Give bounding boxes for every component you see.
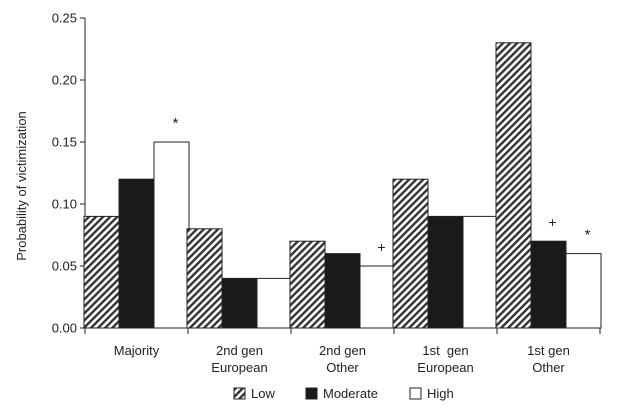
significance-marker: * [585, 227, 591, 244]
legend-item-moderate: Moderate [305, 386, 378, 401]
bar-high [462, 215, 499, 329]
y-tick-label: 0.20 [52, 73, 77, 88]
significance-marker: * [173, 115, 179, 132]
bar-low [186, 228, 223, 329]
legend-swatch [305, 387, 318, 400]
x-tick-label: 1st gen [527, 343, 570, 358]
bar-high [256, 277, 293, 329]
y-tick-label: 0.05 [52, 259, 77, 274]
legend-swatch [409, 387, 422, 400]
x-tick-label: 1st gen [422, 343, 468, 358]
significance-marker: + [548, 214, 556, 230]
legend-item-high: High [409, 386, 454, 401]
x-tick-label: European [417, 360, 473, 375]
x-tick-label: 2nd gen [319, 343, 366, 358]
legend-label: High [427, 386, 454, 401]
bar-moderate [118, 178, 155, 329]
x-tick-label: 2nd gen [216, 343, 263, 358]
legend-item-low: Low [233, 386, 275, 401]
bar-low [289, 240, 326, 329]
bar-low [83, 215, 120, 329]
legend-label: Low [251, 386, 275, 401]
bar-high [565, 253, 602, 329]
bar-moderate [221, 277, 258, 329]
y-axis-label: Probability of victimization [14, 111, 29, 261]
bar-moderate [427, 215, 464, 329]
x-tick-label: European [211, 360, 267, 375]
y-tick-label: 0.10 [52, 197, 77, 212]
x-tick-label: Other [326, 360, 359, 375]
y-tick-label: 0.15 [52, 135, 77, 150]
significance-marker: + [377, 239, 385, 255]
legend-swatch [233, 387, 246, 400]
plot-area: 0.00 0.05 0.10 0.15 0.20 0.25 Majority 2nd gen E… [52, 11, 602, 375]
bar-high [359, 265, 396, 329]
legend: Low Moderate High [233, 386, 454, 401]
x-tick-label: Majority [114, 343, 160, 358]
bar-moderate [324, 253, 361, 329]
x-tick-label: Other [532, 360, 565, 375]
bar-low [392, 178, 429, 329]
y-tick-label: 0.00 [52, 321, 77, 336]
y-tick-label: 0.25 [52, 11, 77, 26]
bar-moderate [530, 240, 567, 329]
bar-high [153, 141, 190, 329]
bar-low [495, 42, 532, 329]
legend-label: Moderate [323, 386, 378, 401]
